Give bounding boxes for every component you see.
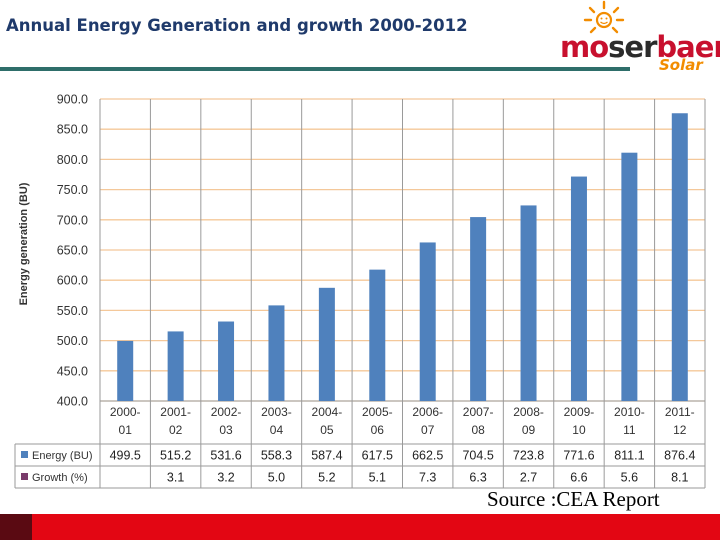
data-table-value: 662.5 — [412, 449, 443, 463]
y-tick-label: 900.0 — [57, 93, 88, 107]
logo-wordmark-o: o — [589, 30, 609, 64]
bar — [318, 287, 335, 401]
x-tick-label: 2000- — [110, 405, 141, 419]
bar — [621, 152, 638, 401]
y-tick-label: 500.0 — [57, 334, 88, 348]
x-tick-label: 2005- — [362, 405, 393, 419]
x-tick-label: 2003- — [261, 405, 292, 419]
x-tick-label: 03 — [219, 423, 233, 437]
x-tick-label: 02 — [169, 423, 183, 437]
x-tick-label: 2007- — [463, 405, 494, 419]
bar — [369, 269, 386, 401]
logo-wordmark-ser: ser — [608, 30, 657, 64]
data-table-value: 5.6 — [621, 471, 638, 485]
bar — [268, 305, 285, 401]
bar — [570, 176, 587, 401]
x-tick-label: 05 — [320, 423, 334, 437]
logo-wordmark-baer: baer — [656, 30, 720, 64]
data-table-value: 6.3 — [469, 471, 486, 485]
data-table-value: 5.2 — [318, 471, 335, 485]
legend-key-growth — [21, 473, 28, 480]
x-tick-label: 09 — [522, 423, 536, 437]
data-table-value: 771.6 — [563, 449, 594, 463]
bar — [117, 340, 134, 401]
brand-logo: moserbaer Solar — [552, 0, 720, 82]
data-table-value: 499.5 — [110, 449, 141, 463]
y-tick-label: 800.0 — [57, 153, 88, 167]
x-tick-label: 2011- — [665, 405, 695, 419]
x-tick-label: 2002- — [211, 405, 242, 419]
data-table-value: 587.4 — [311, 449, 342, 463]
x-tick-label: 2010- — [614, 405, 645, 419]
data-table-value: 704.5 — [462, 449, 493, 463]
data-table-value: 876.4 — [664, 449, 695, 463]
x-tick-label: 12 — [673, 423, 687, 437]
x-tick-label: 10 — [572, 423, 586, 437]
bar — [218, 321, 235, 401]
slide-title: Annual Energy Generation and growth 2000… — [6, 16, 468, 35]
bar — [671, 113, 688, 402]
x-tick-label: 2001- — [160, 405, 191, 419]
sun-icon — [583, 0, 625, 34]
x-tick-label: 2004- — [312, 405, 343, 419]
x-tick-label: 2006- — [412, 405, 443, 419]
data-table-value: 3.1 — [167, 471, 184, 485]
logo-subtitle: Solar — [659, 56, 703, 74]
data-table-value: 6.6 — [570, 471, 587, 485]
y-axis-label: Energy generation (BU) — [18, 182, 30, 305]
footer-bar-accent — [0, 514, 32, 540]
data-table-value: 7.3 — [419, 471, 436, 485]
y-tick-label: 650.0 — [57, 244, 88, 258]
source-note: Source :CEA Report — [487, 487, 660, 511]
y-tick-label: 850.0 — [57, 123, 88, 137]
data-table-value: 2.7 — [520, 471, 537, 485]
data-table-value: 617.5 — [362, 449, 393, 463]
y-tick-label: 600.0 — [57, 274, 88, 288]
title-divider — [0, 67, 630, 71]
data-table-value: 531.6 — [210, 449, 241, 463]
logo-wordmark: moserbaer — [560, 33, 720, 62]
x-tick-label: 01 — [119, 423, 133, 437]
x-tick-label: 2008- — [513, 405, 544, 419]
data-table-value: 811.1 — [614, 449, 644, 463]
bar — [520, 205, 537, 401]
data-table-value: 558.3 — [261, 449, 292, 463]
bar — [470, 217, 487, 401]
y-tick-label: 450.0 — [57, 364, 88, 378]
data-table-value: 8.1 — [671, 471, 688, 485]
data-table-value: 5.1 — [369, 471, 386, 485]
legend-key-energy — [21, 451, 28, 458]
legend-label-growth: Growth (%) — [32, 472, 88, 484]
y-tick-label: 750.0 — [57, 183, 88, 197]
data-table-value: 3.2 — [217, 471, 234, 485]
x-tick-label: 07 — [421, 423, 435, 437]
y-tick-label: 400.0 — [57, 395, 88, 409]
footer-bar — [0, 514, 720, 540]
x-tick-label: 06 — [371, 423, 385, 437]
logo-wordmark-m: m — [560, 30, 590, 64]
x-tick-label: 11 — [623, 423, 636, 437]
data-table-value: 5.0 — [268, 471, 285, 485]
x-tick-label: 08 — [471, 423, 485, 437]
data-table-value: 515.2 — [160, 449, 191, 463]
x-tick-label: 2009- — [564, 405, 595, 419]
legend-label-energy: Energy (BU) — [32, 450, 93, 462]
x-tick-label: 04 — [270, 423, 284, 437]
data-table-value: 723.8 — [513, 449, 544, 463]
bar — [167, 331, 184, 401]
y-tick-label: 700.0 — [57, 213, 88, 227]
bar — [419, 242, 436, 401]
y-tick-label: 550.0 — [57, 304, 88, 318]
